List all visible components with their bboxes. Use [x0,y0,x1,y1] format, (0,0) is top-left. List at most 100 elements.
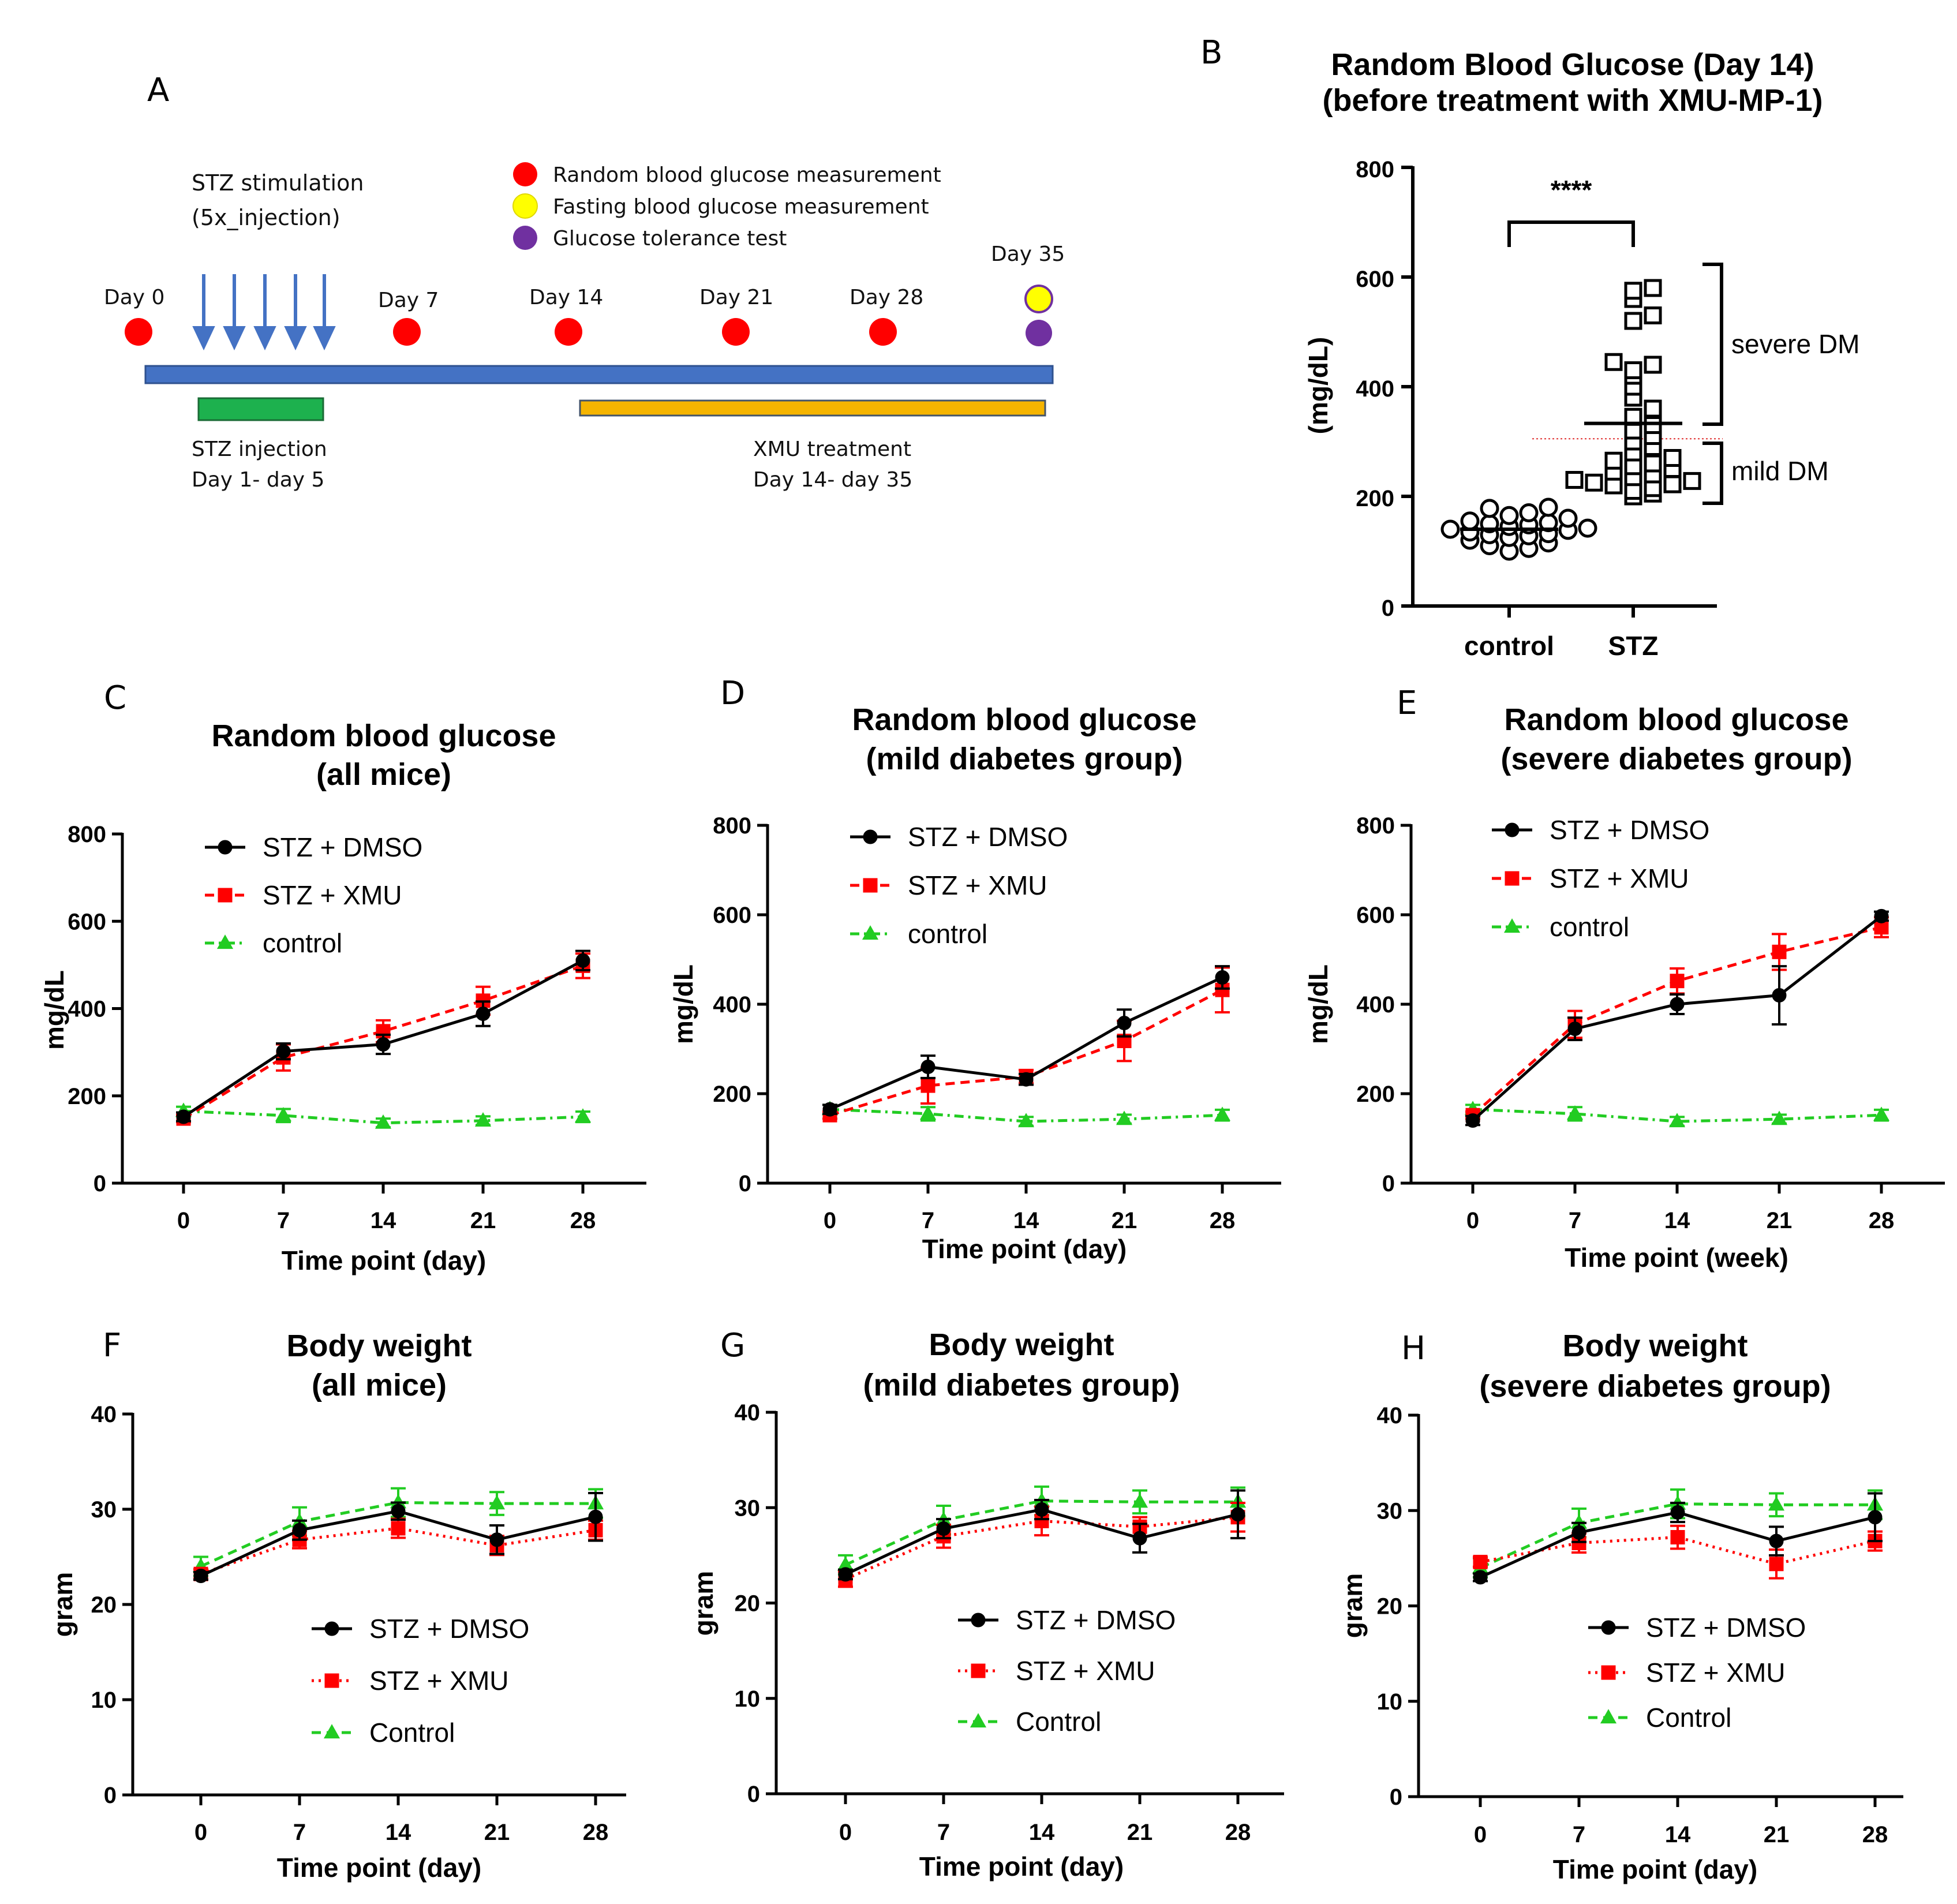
y-tick-label: 0 [93,1171,106,1196]
panel-d-line-chart: D Random blood glucose (mild diabetes grou… [668,675,1281,1264]
stz-injection-count-label: (5x_injection) [192,205,340,230]
series-line [829,1108,1223,1123]
data-point [1480,499,1499,518]
series-line [182,964,583,1120]
data-point [1668,1113,1686,1128]
legend-label: control [263,928,342,958]
legend-marker [971,1663,986,1678]
data-point [1215,970,1230,985]
data-point [1624,361,1642,379]
legend-marker [218,840,233,855]
data-point [1131,1493,1148,1508]
y-tick-label: 600 [1356,903,1395,928]
series-stz-dmso [193,1491,603,1583]
legend-label: STZ + DMSO [263,832,422,862]
day-7-label: Day 7 [378,289,439,312]
legend-marker [970,1713,987,1728]
chart-subtitle: (all mice) [312,1368,447,1402]
data-point [1663,449,1682,467]
legend-label: STZ + XMU [908,870,1047,900]
data-point [1644,454,1662,473]
series-stz-xmu [822,966,1230,1123]
series-line [844,1516,1238,1581]
x-tick-label: 7 [937,1820,950,1845]
x-axis-label: Time point (week) [1565,1243,1788,1273]
panel-h-line-chart: H Body weight (severe diabetes group) 0 10 20… [1338,1329,1903,1884]
data-point [1578,518,1597,538]
legend-marker [863,878,878,893]
data-point [920,1078,936,1093]
y-tick-label: 0 [747,1782,760,1807]
group-control [1440,497,1597,561]
y-tick-label: 0 [739,1171,751,1196]
data-point [1604,353,1623,371]
day-21-label: Day 21 [699,286,773,309]
data-point [1571,1525,1586,1540]
x-axis-label: Time point (day) [277,1853,481,1883]
legend-marker [1505,871,1520,886]
data-point [1874,920,1889,935]
chart-title: Random Blood Glucose (Day 14) [1331,47,1814,82]
legend-label: STZ + XMU [1550,863,1689,893]
legend-label: STZ + XMU [1016,1656,1155,1686]
data-point [936,1521,951,1536]
day-14-label: Day 14 [529,286,603,309]
x-tick-label: 21 [484,1820,510,1845]
data-point [276,1044,291,1059]
legend-label: control [908,919,987,949]
data-point [1670,974,1685,989]
series-stz-dmso [176,949,590,1124]
x-tick-label: 28 [570,1208,596,1233]
data-point [1624,312,1642,330]
chart-subtitle: (mild diabetes group) [863,1368,1180,1402]
xmu-treatment-days-label: Day 14- day 35 [753,468,912,492]
panel-letter-e: E [1397,684,1417,722]
chart-subtitle: (severe diabetes group) [1501,742,1852,776]
x-tick-label: control [1464,631,1554,661]
x-axis-label: Time point (day) [922,1234,1127,1264]
data-point [838,1567,853,1582]
data-point [1670,1505,1685,1520]
legend-gtt-label: Glucose tolerance test [553,227,787,250]
day-28-label: Day 28 [850,286,923,309]
data-point [1644,399,1662,418]
significance-bracket [1507,220,1635,247]
x-tick-label: 7 [1569,1208,1581,1233]
stz-stimulation-label: STZ stimulation [192,170,364,196]
chart-title: Body weight [1563,1329,1748,1363]
x-tick-label: 21 [1112,1208,1137,1233]
series-control [175,1102,592,1129]
x-tick-label: 7 [277,1208,290,1233]
data-point [1214,1106,1231,1121]
legend-label: STZ + XMU [369,1666,509,1696]
x-axis-label: Time point (day) [282,1245,486,1275]
x-tick-label: 14 [371,1208,396,1233]
y-tick-label: 800 [1356,813,1395,839]
chart-title: Random blood glucose [211,719,556,753]
series-line [183,1109,583,1125]
legend-label: Control [1646,1703,1731,1733]
y-tick-label: 30 [1377,1498,1403,1524]
data-point [1473,1570,1488,1585]
data-point [488,1495,506,1510]
significance-label: **** [1551,175,1592,205]
x-tick-label: 14 [1664,1208,1690,1233]
legend-label: control [1550,912,1629,942]
mild-dm-label: mild DM [1731,456,1829,486]
chart-subtitle: (all mice) [316,757,451,792]
chart-title: Body weight [287,1329,472,1363]
x-axis-label: Time point (day) [1553,1854,1757,1884]
legend-label: STZ + XMU [263,880,402,910]
x-tick-label: 21 [1767,1208,1793,1233]
series-stz-xmu [1465,916,1889,1123]
legend-label: Control [369,1718,455,1748]
day-35-gtt-dot [1026,320,1052,346]
day-35-label: Day 35 [991,242,1065,266]
severe-dm-bracket [1702,263,1723,426]
day-0-dot [125,318,152,346]
day-21-dot [722,318,750,346]
injection-arrows [192,274,336,351]
data-point [292,1523,307,1538]
series-control [1464,1101,1890,1128]
y-tick-label: 30 [735,1495,761,1521]
